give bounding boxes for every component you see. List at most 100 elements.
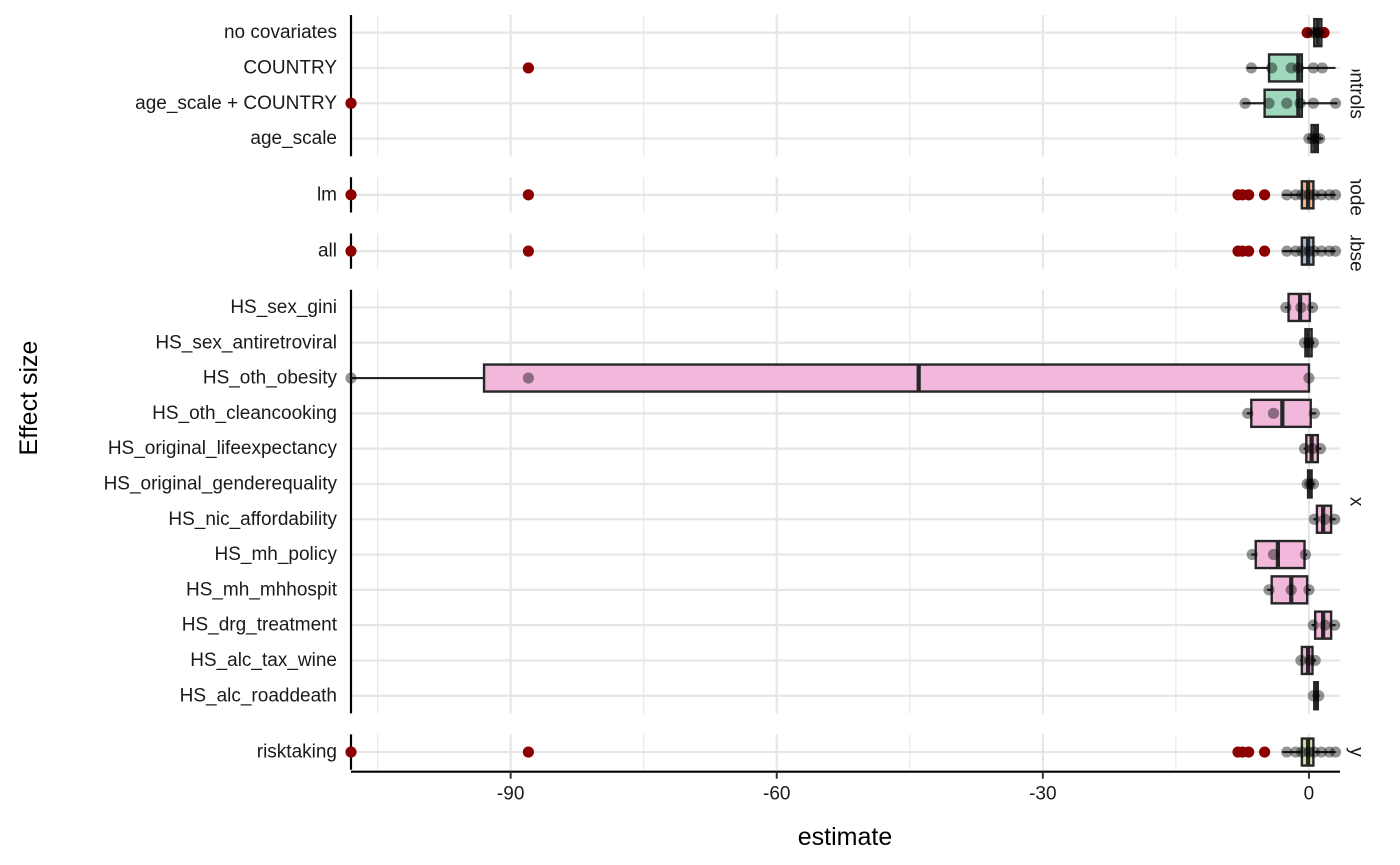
row-HS_sex_gini: HS_sex_gini — [230, 292, 1319, 323]
data-point — [1315, 189, 1327, 201]
panel-x: x HS_sex_gini HS_sex_antiretroviral HS_oth_… — [104, 289, 1367, 714]
data-point — [1323, 746, 1335, 758]
row-all: all — [318, 236, 1342, 266]
x-tick-label: -60 — [763, 784, 790, 805]
data-point — [1323, 245, 1335, 257]
outlier-point — [1243, 746, 1255, 758]
data-point — [1298, 443, 1311, 455]
y-axis-title: Effect size — [15, 341, 43, 456]
data-point — [1280, 301, 1292, 314]
data-point — [1299, 548, 1312, 561]
data-point — [1294, 97, 1306, 109]
row-COUNTRY: COUNTRY — [243, 53, 1336, 83]
panel-model: node lm — [317, 174, 1367, 216]
outlier-point — [522, 189, 534, 201]
data-point — [1312, 27, 1324, 39]
x-tick-label: 0 — [1304, 784, 1315, 805]
outlier-point — [522, 62, 534, 74]
data-point — [1242, 407, 1254, 419]
data-point — [1246, 548, 1258, 561]
data-point — [1290, 746, 1302, 758]
data-point — [1281, 746, 1293, 758]
y-tick-label: risktaking — [257, 742, 337, 763]
panel-subset: ubse all — [318, 231, 1367, 272]
strip-label-x: x — [1346, 497, 1367, 507]
y-tick-label: HS_nic_affordability — [168, 509, 337, 530]
outlier-point — [1243, 189, 1255, 201]
x-tick-label: -90 — [497, 784, 524, 805]
data-point — [1308, 189, 1320, 201]
data-point — [1304, 654, 1316, 667]
data-point — [1306, 301, 1319, 314]
x-axis: -90 -60 -30 0 — [351, 770, 1340, 805]
row-HS_mh_mhhospit: HS_mh_mhhospit — [186, 575, 1315, 605]
data-point — [1307, 337, 1319, 349]
data-point — [1329, 189, 1342, 201]
y-tick-label: age_scale — [250, 128, 337, 149]
data-point — [1290, 189, 1302, 201]
row-HS_alc_roaddeath: HS_alc_roaddeath — [180, 681, 1325, 711]
data-point — [1281, 189, 1293, 201]
x-tick-label: -30 — [1029, 784, 1056, 805]
data-point — [1319, 619, 1331, 631]
row-lm: lm — [317, 180, 1342, 210]
row-age_scale + COUNTRY: age_scale + COUNTRY — [135, 88, 1342, 118]
strip-label-subset: ubse — [1346, 231, 1367, 272]
data-point — [522, 372, 534, 384]
data-point — [1314, 443, 1327, 455]
data-point — [1329, 245, 1342, 257]
data-point — [1309, 654, 1321, 667]
outlier-point — [1259, 245, 1271, 257]
data-point — [1239, 97, 1251, 109]
strip-label-controls: controls — [1346, 52, 1367, 119]
row-HS_oth_obesity: HS_oth_obesity — [203, 363, 1315, 393]
data-point — [1307, 478, 1319, 490]
data-point — [1313, 27, 1326, 39]
data-point — [1307, 62, 1319, 74]
data-point — [1329, 619, 1341, 631]
strip-label-model: node — [1346, 174, 1367, 216]
data-point — [1306, 27, 1318, 39]
row-HS_original_genderequality: HS_original_genderequality — [104, 469, 1319, 499]
y-tick-label: HS_sex_antiretroviral — [155, 332, 337, 353]
data-point — [1308, 407, 1320, 419]
box — [1254, 539, 1306, 570]
y-tick-label: HS_alc_roaddeath — [180, 685, 337, 706]
y-tick-label: lm — [317, 184, 337, 205]
outlier-point — [522, 245, 534, 257]
data-point — [1295, 654, 1307, 667]
data-point — [1263, 97, 1275, 109]
data-point — [1329, 746, 1342, 758]
data-point — [1303, 132, 1315, 145]
data-point — [1306, 132, 1319, 145]
data-point — [1292, 62, 1304, 74]
data-point — [1329, 97, 1342, 109]
data-point — [1267, 548, 1280, 561]
data-point — [1245, 62, 1257, 74]
outlier-point — [1243, 245, 1255, 257]
y-tick-label: COUNTRY — [243, 57, 337, 78]
data-point — [1301, 478, 1313, 490]
outlier-point — [345, 97, 357, 109]
box — [482, 363, 1311, 393]
outlier-point — [1259, 189, 1271, 201]
y-tick-label: HS_sex_gini — [230, 297, 337, 318]
y-tick-label: HS_original_lifeexpectancy — [108, 438, 338, 459]
panel-y: y risktaking — [257, 734, 1367, 770]
data-point — [1304, 478, 1316, 490]
data-point — [1329, 513, 1341, 525]
row-HS_sex_antiretroviral: HS_sex_antiretroviral — [155, 328, 1319, 358]
row-HS_mh_policy: HS_mh_policy — [215, 539, 1312, 570]
data-point — [1285, 62, 1297, 74]
data-point — [1290, 245, 1302, 257]
data-point — [1307, 97, 1319, 109]
data-point — [345, 372, 357, 384]
row-HS_nic_affordability: HS_nic_affordability — [168, 504, 1341, 534]
data-point — [1303, 245, 1315, 257]
data-point — [1307, 690, 1319, 702]
data-point — [1281, 97, 1293, 109]
data-point — [1303, 746, 1315, 758]
data-point — [1303, 189, 1315, 201]
data-point — [1266, 62, 1278, 74]
data-point — [1307, 619, 1319, 631]
